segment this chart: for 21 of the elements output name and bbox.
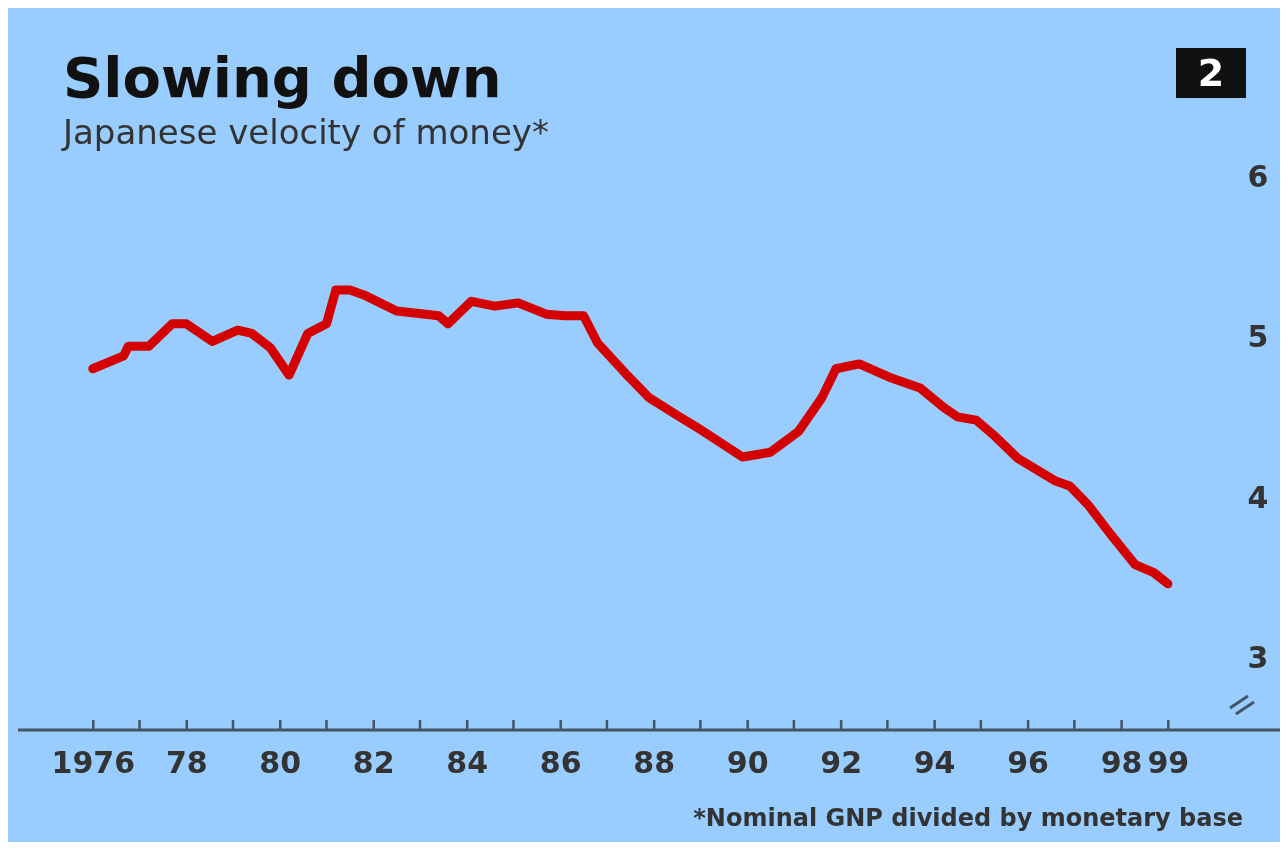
- y-tick-label: 6: [1247, 158, 1269, 194]
- x-tick-label: 92: [820, 745, 863, 781]
- x-tick-label: 98: [1100, 745, 1143, 781]
- x-tick-label: 1976: [51, 745, 136, 781]
- x-tick-label: 90: [726, 745, 769, 781]
- y-tick-label: 5: [1247, 319, 1269, 355]
- x-tick-label: 80: [259, 745, 302, 781]
- x-tick-label: 96: [1007, 745, 1049, 781]
- annotation: *Nominal GNP divided by monetary base: [693, 804, 1243, 832]
- x-tick-label: 94: [913, 745, 956, 781]
- text: Slowing down: [63, 45, 502, 110]
- y-tick-label: 3: [1247, 640, 1269, 676]
- x-tick-label: 86: [539, 745, 582, 781]
- annotation: 2: [1176, 48, 1246, 98]
- text: Japanese velocity of money*: [63, 112, 549, 152]
- x-tick-label: 78: [165, 745, 208, 781]
- x-tick-label: 99: [1147, 745, 1190, 781]
- x-tick-label: 88: [633, 745, 676, 781]
- x-tick-label: 82: [352, 745, 395, 781]
- x-tick-label: 84: [446, 745, 489, 781]
- y-tick-label: 4: [1247, 479, 1269, 515]
